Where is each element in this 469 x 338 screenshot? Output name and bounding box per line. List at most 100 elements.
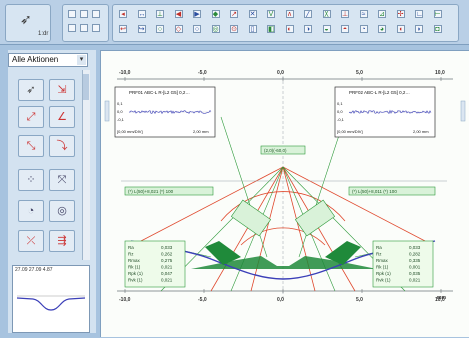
- actions-dropdown[interactable]: Alle Aktionen ▾: [8, 53, 88, 67]
- action-slope-button[interactable]: ⤡: [18, 135, 44, 157]
- row2-tool-0-icon[interactable]: ↩: [119, 25, 127, 33]
- row1-tool-11-icon[interactable]: ╳: [322, 10, 331, 18]
- action-distance-button[interactable]: ⤧: [49, 169, 75, 191]
- right-param-name: Rz: [376, 252, 382, 257]
- row2-tool-15-icon[interactable]: ◖: [396, 25, 405, 33]
- row1-tool-9-icon[interactable]: ∧: [285, 10, 294, 18]
- row2-tool-3-icon[interactable]: ◇: [174, 25, 183, 33]
- row2-tool-6-icon[interactable]: ⊙: [230, 25, 238, 33]
- slope-icon: ⤡: [26, 140, 36, 152]
- action-offset-button[interactable]: ⇶: [49, 230, 75, 252]
- action-circle-button[interactable]: ◎: [49, 200, 75, 222]
- row2-tool-11-icon[interactable]: ◒: [322, 25, 331, 33]
- inset-right-title: PRF02 ABC-L R-[L2 G5] 0,2…: [349, 90, 410, 95]
- action-step-button[interactable]: ⤵: [49, 135, 75, 157]
- right-segment-label: (*) L(50)+8,011 (*) 100: [352, 189, 397, 194]
- inset-right-roughness-plot[interactable]: PRF02 ABC-L R-[L2 G5] 0,2… 0,1 0,0 -0,1 …: [334, 86, 436, 138]
- top-tick-label: 10,0: [435, 70, 445, 76]
- bottom-tick-label: 10,0: [435, 297, 445, 303]
- row1-tool-2-icon[interactable]: ⟂: [156, 10, 164, 18]
- right-param-name: Rk (1): [376, 265, 389, 270]
- row1-tool-16-icon[interactable]: ∟: [415, 10, 423, 18]
- pointer-tool-icon[interactable]: ➶: [20, 11, 32, 27]
- contour-plot[interactable]: -10,0 -5,0 0,0 5,0 10,0 -10,0 -5,0 0,0 5,0 10,0 …: [101, 51, 469, 338]
- offset-icon: ⇶: [57, 235, 67, 247]
- left-param-name: Rk (1): [128, 265, 141, 270]
- left-param-name: Ra: [128, 245, 134, 250]
- row1-tool-0-icon[interactable]: ◂: [119, 10, 127, 18]
- row2-tool-17-icon[interactable]: ◘: [433, 25, 442, 33]
- bottom-tick-label: -10,0: [119, 297, 131, 303]
- row1-tool-8-icon[interactable]: V: [267, 10, 275, 18]
- profile-thumbnail[interactable]: 27.09 27.09 4.87: [12, 265, 90, 333]
- distance-icon: ⤧: [57, 174, 67, 186]
- row1-tool-7-icon[interactable]: ✕: [248, 10, 257, 18]
- select-icon[interactable]: [68, 10, 76, 18]
- paste-icon[interactable]: [80, 24, 88, 32]
- chevron-down-icon[interactable]: ▾: [77, 55, 86, 65]
- measurement-canvas[interactable]: -10,0 -5,0 0,0 5,0 10,0 -10,0 -5,0 0,0 5,0 10,0 …: [100, 50, 469, 337]
- row1-tool-15-icon[interactable]: ✢: [396, 10, 405, 18]
- right-param-value: 0,021: [409, 278, 421, 283]
- bottom-tick-label: 5,0: [356, 297, 363, 303]
- action-pointer-button[interactable]: ➶: [18, 79, 44, 101]
- action-intersect-button[interactable]: ⤫: [18, 230, 44, 252]
- row2-tool-2-icon[interactable]: ○: [156, 25, 164, 33]
- left-flank-fill: [205, 241, 241, 265]
- copy-icon[interactable]: [68, 24, 76, 32]
- canvas-right-scroll[interactable]: [460, 100, 466, 122]
- delete-icon[interactable]: [92, 24, 100, 32]
- row2-tool-16-icon[interactable]: ◗: [415, 25, 423, 33]
- right-param-name: Rmax: [376, 258, 389, 263]
- inset-right-roughness-line: [348, 109, 432, 114]
- bottom-tick-label: -5,0: [198, 297, 207, 303]
- row2-tool-14-icon[interactable]: ◕: [378, 25, 386, 33]
- row2-tool-7-icon[interactable]: ▯: [248, 25, 257, 33]
- row1-tool-3-icon[interactable]: ◀: [174, 10, 183, 18]
- actions-scroll-thumb[interactable]: [83, 74, 89, 100]
- actions-scrollbar[interactable]: [82, 70, 90, 260]
- rect-icon[interactable]: [80, 10, 88, 18]
- row2-tool-9-icon[interactable]: ◐: [285, 25, 294, 33]
- points-icon: ⁘: [26, 174, 36, 186]
- action-points-button[interactable]: ⁘: [18, 169, 44, 191]
- action-radius-button[interactable]: ◔: [18, 200, 44, 222]
- action-angle-button[interactable]: ∠: [49, 106, 75, 128]
- inset-left-roughness-plot[interactable]: PRF01 ABC-L R-[L2 G5] 0,2… 0,1 0,0 -0,1 …: [114, 86, 216, 138]
- left-params-box: Ra 0,033 Rz 0,262 Rmax 0,275 Rk (1) 0,021 Rpk (1…: [124, 240, 186, 288]
- top-tick-label: 5,0: [356, 70, 363, 76]
- inset-right-ytick-bottom: -0,1: [337, 117, 345, 122]
- row2-tool-13-icon[interactable]: ◔: [359, 25, 368, 33]
- right-param-value: 0,282: [409, 252, 421, 257]
- right-param-name: Rvk (1): [376, 278, 391, 283]
- action-line-button[interactable]: ⤢: [18, 106, 44, 128]
- action-measure-button[interactable]: ⇲: [49, 79, 75, 101]
- left-param-value: 0,021: [161, 265, 173, 270]
- row2-tool-12-icon[interactable]: ◓: [341, 25, 349, 33]
- row2-tool-10-icon[interactable]: ◑: [304, 25, 312, 33]
- row1-tool-13-icon[interactable]: ≈: [359, 10, 368, 18]
- left-param-name: Rpk (1): [128, 271, 143, 276]
- inset-left-ytick-mid: 0,0: [117, 109, 123, 114]
- toolbar: ➶ 1:dr ◂ ↔ ⟂ ◀ ▶ ◆ ↗ ✕ V ∧ ╱ ╳ ⊥ ≈ ⊿ ✢ ∟ ⊢ ↩ ↪ ○ ◇ ○ ◎ ⊙ ▯ ◧ ◐ ◑ ◒ ◓ ◔…: [0, 0, 469, 45]
- row1-tool-12-icon[interactable]: ⊥: [341, 10, 349, 18]
- row1-tool-6-icon[interactable]: ↗: [230, 10, 238, 18]
- row1-tool-5-icon[interactable]: ◆: [211, 10, 220, 18]
- angle-icon: ∠: [57, 111, 67, 123]
- move-icon[interactable]: [92, 10, 100, 18]
- row1-tool-10-icon[interactable]: ╱: [304, 10, 312, 18]
- thumbnail-profile-line: [16, 297, 86, 311]
- left-param-name: Rmax: [128, 258, 141, 263]
- row1-tool-1-icon[interactable]: ↔: [137, 10, 146, 18]
- row2-tool-8-icon[interactable]: ◧: [267, 25, 275, 33]
- row1-tool-17-icon[interactable]: ⊢: [433, 10, 442, 18]
- canvas-vertical-scroll[interactable]: [104, 100, 110, 122]
- row2-tool-5-icon[interactable]: ◎: [211, 25, 220, 33]
- row2-tool-4-icon[interactable]: ○: [193, 25, 201, 33]
- top-tick-labels: -10,0 -5,0 0,0 5,0 10,0: [119, 70, 445, 81]
- row1-tool-4-icon[interactable]: ▶: [193, 10, 201, 18]
- row1-tool-14-icon[interactable]: ⊿: [378, 10, 386, 18]
- row2-tool-1-icon[interactable]: ↪: [137, 25, 146, 33]
- tool-group-pointer: ➶: [5, 4, 51, 42]
- measure-icon: ⇲: [57, 84, 67, 96]
